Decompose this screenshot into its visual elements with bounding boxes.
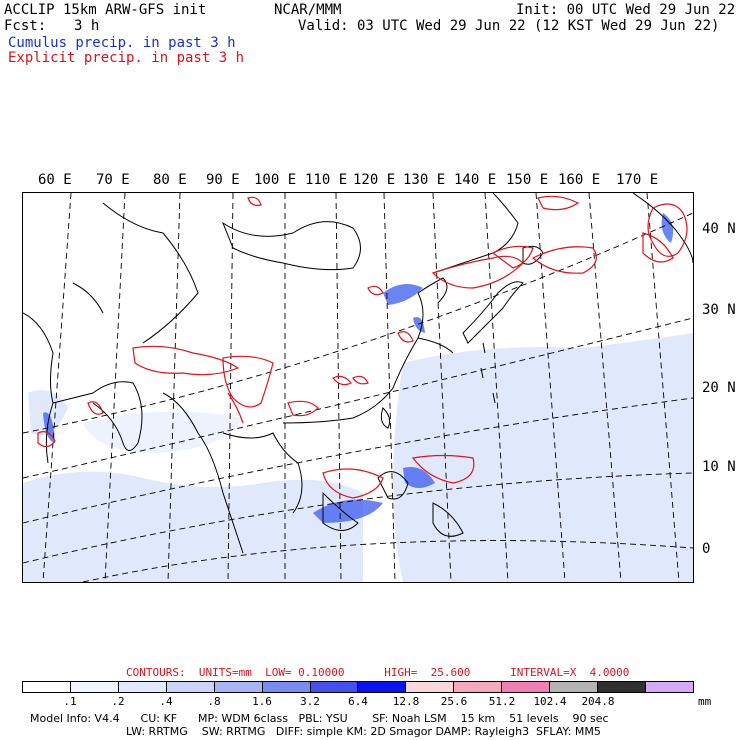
colorbar-cell bbox=[70, 682, 119, 692]
colorbar-cell bbox=[262, 682, 311, 692]
forecast-label: Fcst: bbox=[4, 18, 47, 34]
coastlines bbox=[23, 193, 693, 554]
colorbar-tick-label: 51.2 bbox=[488, 695, 516, 708]
colorbar-tick-label: .8 bbox=[207, 695, 221, 708]
lon-label: 60 E bbox=[38, 172, 72, 188]
model-info-line1: Model Info: V4.4 CU: KF MP: WDM 6class P… bbox=[30, 712, 609, 725]
colorbar-cell bbox=[598, 682, 646, 692]
lon-label: 100 E bbox=[254, 172, 297, 188]
colorbar-tick-label: .1 bbox=[63, 695, 77, 708]
lon-label: 140 E bbox=[454, 172, 497, 188]
light-precip-fields bbox=[23, 333, 693, 582]
colorbar-cell bbox=[358, 682, 407, 692]
colorbar-tick-label: 3.2 bbox=[300, 695, 320, 708]
graticule bbox=[23, 193, 693, 582]
lon-label: 70 E bbox=[96, 172, 130, 188]
center-name: NCAR/MMM bbox=[274, 2, 342, 18]
colorbar-tick-label: 25.6 bbox=[440, 695, 468, 708]
model-title: ACCLIP 15km ARW-GFS init bbox=[4, 2, 207, 18]
colorbar-tick-label: 102.4 bbox=[533, 695, 567, 708]
explicit-precip bbox=[37, 195, 688, 499]
valid-time: Valid: 03 UTC Wed 29 Jun 22 (12 KST Wed … bbox=[298, 18, 720, 34]
lat-label: 10 N bbox=[702, 459, 736, 475]
legend-explicit: Explicit precip. in past 3 h bbox=[8, 50, 245, 66]
contours-info: CONTOURS: UNITS=mm LOW= 0.10000 HIGH= 25… bbox=[126, 666, 630, 679]
colorbar-cell bbox=[310, 682, 359, 692]
lat-label: 20 N bbox=[702, 380, 736, 396]
lat-label: 30 N bbox=[702, 302, 736, 318]
colorbar-cell bbox=[502, 682, 551, 692]
precip-map bbox=[22, 192, 694, 583]
colorbar-cell bbox=[550, 682, 599, 692]
colorbar-cell bbox=[23, 682, 71, 692]
colorbar-tick-label: .4 bbox=[159, 695, 173, 708]
legend-cumulus: Cumulus precip. in past 3 h bbox=[8, 35, 236, 51]
lon-label: 90 E bbox=[206, 172, 240, 188]
colorbar-cell bbox=[645, 682, 693, 692]
colorbar-cell bbox=[118, 682, 167, 692]
model-info-line2: LW: RRTMG SW: RRTMG DIFF: simple KM: 2D … bbox=[126, 725, 601, 738]
colorbar-cell bbox=[454, 682, 503, 692]
colorbar-units: mm bbox=[698, 695, 712, 708]
init-time: Init: 00 UTC Wed 29 Jun 22 bbox=[516, 2, 736, 18]
colorbar-cell bbox=[406, 682, 455, 692]
lon-label: 160 E bbox=[558, 172, 601, 188]
lon-label: 110 E bbox=[305, 172, 348, 188]
lon-label: 170 E bbox=[616, 172, 659, 188]
lon-label: 150 E bbox=[506, 172, 549, 188]
cumulus-precip bbox=[43, 213, 674, 523]
lon-label: 120 E bbox=[353, 172, 396, 188]
colorbar-tick-label: 204.8 bbox=[581, 695, 615, 708]
forecast-value: 3 h bbox=[74, 18, 100, 34]
lat-label: 0 bbox=[702, 541, 711, 557]
colorbar-tick-label: 6.4 bbox=[348, 695, 368, 708]
map-canvas bbox=[23, 193, 693, 582]
colorbar-tick-label: 1.6 bbox=[252, 695, 272, 708]
lat-label: 40 N bbox=[702, 221, 736, 237]
colorbar-tick-label: 12.8 bbox=[392, 695, 420, 708]
lon-label: 80 E bbox=[153, 172, 187, 188]
colorbar-cell bbox=[214, 682, 263, 692]
colorbar-tick-label: .2 bbox=[111, 695, 125, 708]
colorbar-cell bbox=[166, 682, 215, 692]
lon-label: 130 E bbox=[403, 172, 446, 188]
colorbar bbox=[22, 681, 694, 693]
